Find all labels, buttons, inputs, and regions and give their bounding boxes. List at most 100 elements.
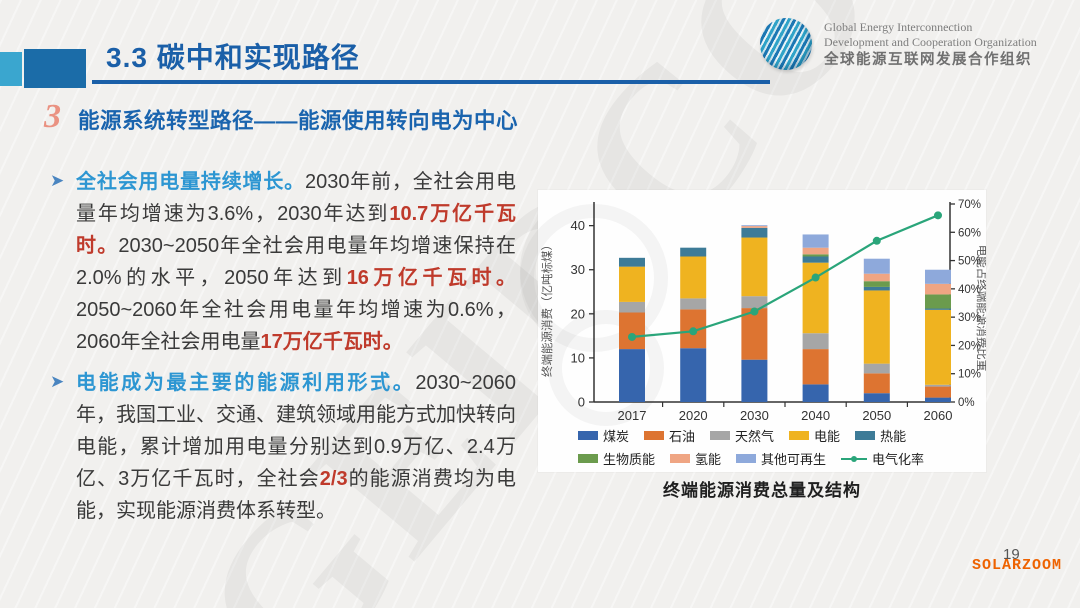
text-segment: 17万亿千瓦时。 (260, 331, 403, 353)
energy-consumption-chart-panel: 终端能源消费（亿吨标煤） 电能占终端能源消费比重 0 10 20 30 40 0% 10% 2… (520, 190, 986, 472)
legend-color-swatch (789, 431, 810, 440)
bar-segment-天然气 (619, 301, 645, 313)
left-tick-label: 0 (578, 395, 585, 410)
globe-logo-icon (760, 18, 812, 70)
legend-label: 煤炭 (603, 429, 630, 444)
x-tick-label: 2020 (679, 408, 708, 422)
bar-segment-天然气 (863, 363, 890, 374)
text-segment: 的能源消费均为电能，实现能源消费体系转型。 (76, 468, 517, 522)
bar-segment-天然气 (925, 384, 951, 387)
bar-segment-煤炭 (802, 384, 829, 402)
legend-label: 生物质能 (603, 452, 656, 467)
line-marker (934, 211, 942, 220)
right-tick-label: 30% (958, 312, 981, 324)
right-tick-label: 50% (958, 256, 981, 268)
bar-segment-天然气 (741, 296, 768, 309)
right-tick-label: 20% (958, 340, 981, 352)
bar-segment-热能 (802, 256, 829, 263)
logo-name-en-line2: Development and Cooperation Organization (824, 35, 1037, 49)
x-tick-label: 2060 (924, 408, 953, 422)
accent-square-dark (24, 49, 86, 88)
bar-segment-氢能 (802, 247, 829, 255)
bullet-arrow-icon: ➤ (50, 372, 65, 391)
left-tick-label: 30 (571, 262, 585, 277)
chart-legend: 煤炭 石油 天然气 电能 热能 生物质能 氢能 其他可再生 电气化率 (538, 426, 986, 468)
logo-name-cn: 全球能源互联网发展合作组织 (824, 52, 1032, 68)
section-heading: 能源系统转型路径——能源使用转向电为中心 (78, 109, 519, 133)
left-tick-label: 40 (571, 218, 585, 233)
bar-segment-生物质能 (925, 294, 951, 309)
right-tick-label: 60% (958, 227, 981, 239)
bar-segment-其他可再生 (802, 234, 829, 248)
legend-item: 煤炭 (578, 426, 629, 445)
bar-segment-氢能 (741, 226, 768, 228)
logo-text: Global Energy Interconnection Developmen… (824, 20, 1037, 68)
text-segment: 10.7万亿千瓦时。 (76, 203, 516, 257)
legend-item: 生物质能 (578, 449, 655, 468)
bar-segment-煤炭 (680, 348, 707, 402)
bar-segment-其他可再生 (741, 225, 768, 227)
legend-color-swatch (578, 454, 598, 463)
legend-color-swatch (736, 454, 757, 463)
bar-segment-石油 (925, 386, 951, 398)
right-tick-label: 40% (958, 284, 981, 296)
accent-square-light (0, 52, 22, 86)
legend-item: 电气化率 (841, 449, 924, 468)
text-segment: 2030~2050年全社会用电量年均增速保持在2.0%的水平，2050年达到 (76, 235, 516, 289)
text-segment: 16万亿千瓦时。 (346, 267, 517, 289)
text-segment: 2/3 (319, 468, 348, 490)
solarzoom-watermark: SOLARZOOM (972, 557, 1063, 574)
legend-item: 电能 (789, 426, 840, 445)
legend-item: 天然气 (710, 426, 774, 445)
right-tick-label: 10% (958, 369, 981, 381)
bar-segment-热能 (925, 308, 951, 310)
bar-segment-电能 (680, 256, 707, 299)
bar-segment-热能 (680, 247, 707, 257)
bar-segment-电能 (741, 237, 768, 297)
legend-label: 氢能 (695, 452, 722, 467)
line-marker (750, 307, 759, 316)
left-tick-label: 10 (571, 350, 585, 365)
bullet-item: ➤ 电能成为最主要的能源利用形式。2030~2060年，我国工业、交通、建筑领域… (50, 367, 516, 527)
right-axis-label: 电能占终端能源消费比重 (975, 245, 986, 372)
bar-segment-热能 (863, 286, 890, 291)
bar-segment-煤炭 (741, 359, 768, 402)
stacked-bar-line-chart: 终端能源消费（亿吨标煤） 电能占终端能源消费比重 0102030400%10%2… (540, 199, 986, 422)
bar-segment-石油 (863, 373, 890, 394)
legend-color-swatch (644, 431, 665, 440)
legend-label: 电气化率 (872, 452, 925, 467)
bar-segment-天然气 (802, 333, 829, 350)
bar-segment-其他可再生 (863, 258, 890, 274)
text-segment: 2030年前，全社会用电量年均增速为3.6%，2030年达到 (76, 171, 517, 225)
legend-item: 氢能 (670, 449, 721, 468)
legend-label: 电能 (814, 429, 841, 444)
text-segment: 全社会用电量持续增长。 (76, 171, 305, 193)
bullet-text: 电能成为最主要的能源利用形式。2030~2060年，我国工业、交通、建筑领域用能… (76, 367, 516, 527)
legend-label: 热能 (880, 429, 907, 444)
bar-segment-热能 (619, 257, 645, 267)
bar-segment-天然气 (680, 298, 707, 310)
bar-segment-电能 (619, 266, 645, 302)
legend-color-swatch (670, 454, 691, 463)
bar-segment-电能 (925, 309, 951, 385)
legend-row: 生物质能 氢能 其他可再生 电气化率 (578, 449, 986, 468)
title-underline (92, 80, 770, 84)
line-marker (811, 273, 820, 282)
bar-segment-生物质能 (863, 281, 890, 287)
bar-segment-石油 (741, 308, 768, 360)
legend-color-swatch (710, 431, 731, 440)
legend-row: 煤炭 石油 天然气 电能 热能 (578, 426, 986, 445)
bar-segment-热能 (741, 227, 768, 238)
section-number: 3 (44, 98, 61, 135)
x-tick-label: 2050 (862, 408, 891, 422)
text-segment: 2050~2060年全社会用电量年均增速为0.6%，2060年全社会用电量 (76, 299, 516, 353)
page-title: 3.3 碳中和实现路径 (106, 42, 360, 73)
organization-logo: Global Energy Interconnection Developmen… (760, 18, 1037, 70)
bar-segment-生物质能 (802, 254, 829, 257)
bullet-arrow-icon: ➤ (50, 171, 65, 190)
legend-label: 其他可再生 (761, 452, 827, 467)
x-tick-label: 2030 (740, 408, 769, 422)
legend-line-swatch (841, 454, 868, 464)
left-axis-label: 终端能源消费（亿吨标煤） (540, 239, 554, 377)
